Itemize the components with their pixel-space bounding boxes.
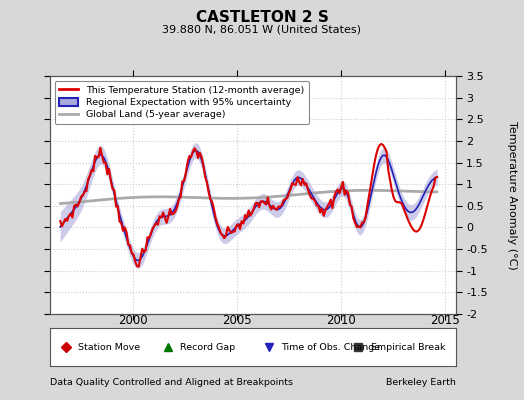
Text: 2015: 2015 [431,314,461,327]
Text: Time of Obs. Change: Time of Obs. Change [281,342,380,352]
Text: Record Gap: Record Gap [180,342,235,352]
Text: 2010: 2010 [326,314,356,327]
Text: Empirical Break: Empirical Break [370,342,445,352]
Text: 39.880 N, 86.051 W (United States): 39.880 N, 86.051 W (United States) [162,25,362,35]
Legend: This Temperature Station (12-month average), Regional Expectation with 95% uncer: This Temperature Station (12-month avera… [54,81,309,124]
Y-axis label: Temperature Anomaly (°C): Temperature Anomaly (°C) [507,121,517,269]
Text: Station Move: Station Move [78,342,140,352]
Text: CASTLETON 2 S: CASTLETON 2 S [195,10,329,25]
Text: 2000: 2000 [118,314,148,327]
Text: 2005: 2005 [222,314,252,327]
Text: Data Quality Controlled and Aligned at Breakpoints: Data Quality Controlled and Aligned at B… [50,378,293,387]
Text: Berkeley Earth: Berkeley Earth [386,378,456,387]
